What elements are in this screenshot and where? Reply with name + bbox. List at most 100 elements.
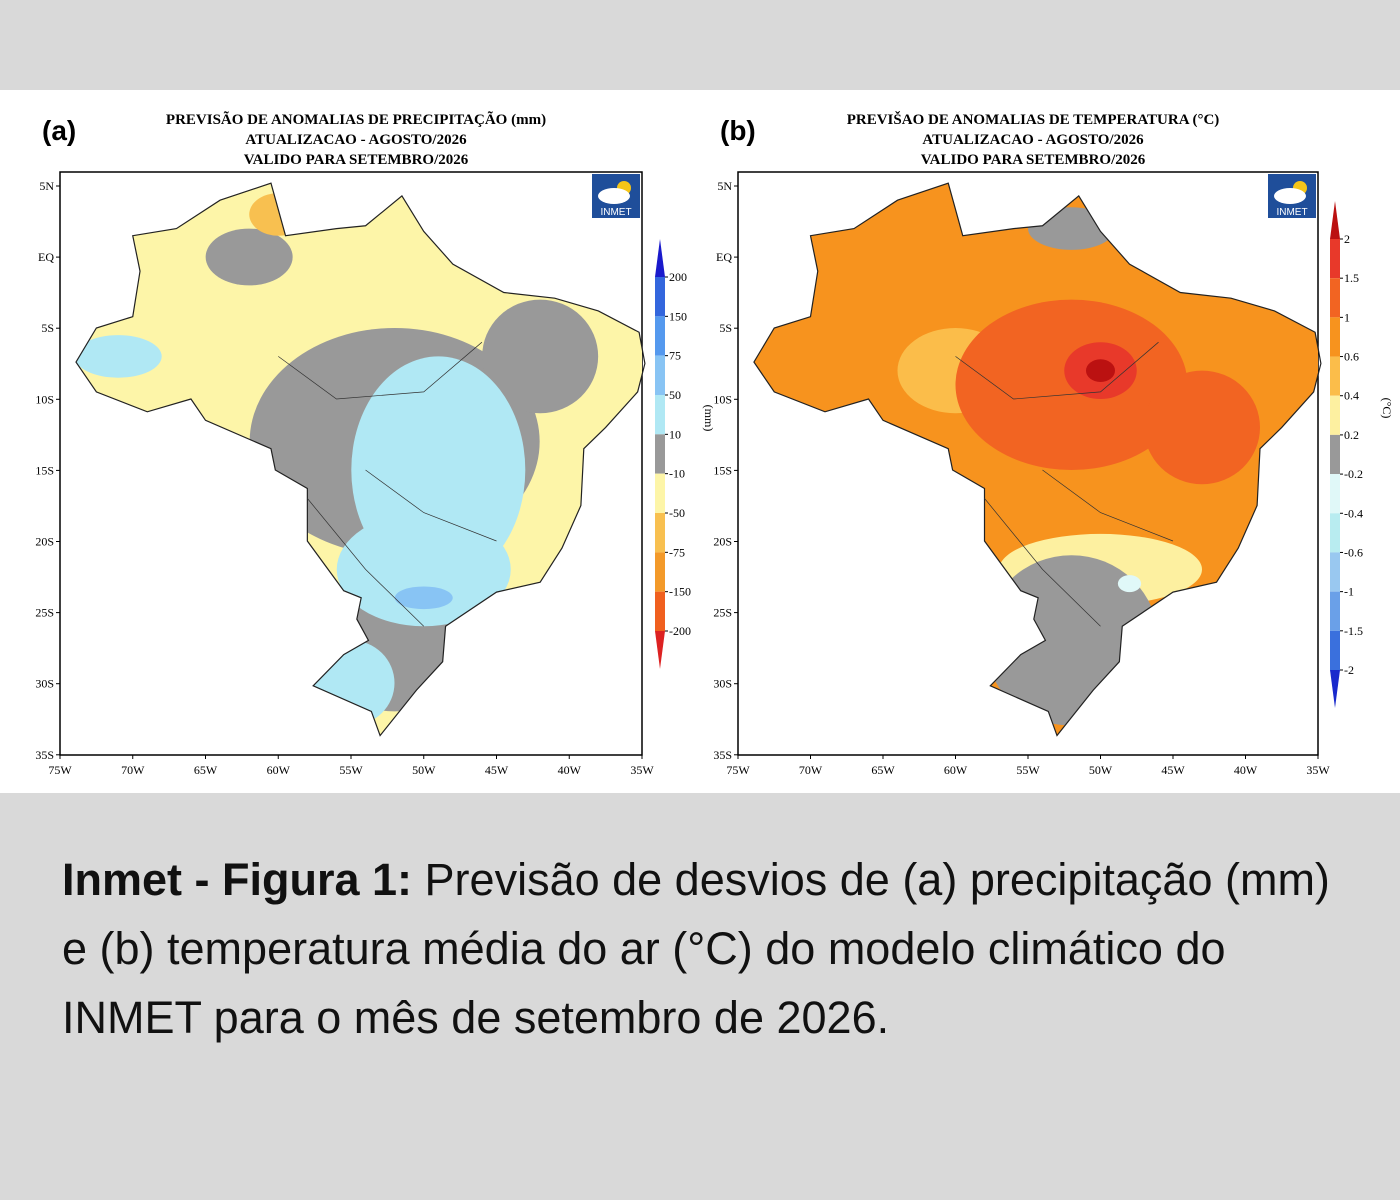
map-title: VALIDO PARA SETEMBRO/2026 — [921, 152, 1146, 168]
state-border — [1042, 469, 1174, 542]
lat-label: EQ — [38, 250, 54, 264]
colorbar-label: 0.2 — [1344, 428, 1359, 442]
logo-cloud — [598, 188, 630, 204]
colorbar-bin — [1330, 474, 1340, 514]
map-title: PREVIŠAO DE ANOMALIAS DE TEMPERATURA (°C… — [847, 111, 1220, 128]
state-border — [278, 341, 483, 400]
colorbar-bin — [1330, 552, 1340, 592]
colorbar-label: -0.4 — [1344, 506, 1363, 520]
colorbar-label: -1.5 — [1344, 624, 1363, 638]
colorbar-bin — [1330, 278, 1340, 318]
colorbar-label: 200 — [669, 270, 687, 284]
lon-label: 75W — [726, 763, 750, 777]
colorbar-label: 0.6 — [1344, 350, 1359, 364]
lat-label: 10S — [35, 392, 54, 406]
country-border — [753, 182, 1322, 737]
colorbar-unit: (°C) — [1380, 398, 1394, 419]
lat-label: 20S — [35, 535, 54, 549]
panel-label: (a) — [42, 115, 76, 146]
lat-label: 5S — [719, 321, 732, 335]
anomaly-area — [76, 335, 162, 378]
map-title: ATUALIZACAO - AGOSTO/2026 — [245, 132, 467, 148]
anomaly-area — [482, 299, 599, 414]
caption-text: Previsão de desvios de (a) precipitação … — [62, 854, 1330, 1043]
colorbar-bin — [655, 316, 665, 356]
lat-label: EQ — [716, 250, 732, 264]
lon-label: 65W — [194, 763, 218, 777]
logo: INMET — [592, 174, 640, 218]
anomaly-area — [394, 586, 453, 610]
state-border — [984, 498, 1101, 627]
lat-label: 25S — [35, 606, 54, 620]
anomaly-area — [1144, 370, 1260, 485]
colorbar-label: -75 — [669, 545, 685, 559]
lon-label: 70W — [799, 763, 823, 777]
colorbar-end — [1330, 201, 1340, 239]
colorbar-unit: (mm) — [702, 405, 716, 432]
lat-label: 35S — [713, 748, 732, 762]
colorbar-label: 50 — [669, 388, 681, 402]
lon-label: 60W — [944, 763, 968, 777]
colorbar-bin — [655, 355, 665, 395]
logo-text: INMET — [1276, 207, 1307, 218]
logo: INMET — [1268, 174, 1316, 218]
anomaly-area — [1117, 575, 1142, 593]
colorbar-bin — [655, 552, 665, 592]
colorbar-bin — [1330, 513, 1340, 553]
colorbar-label: 1.5 — [1344, 271, 1359, 285]
colorbar-label: -10 — [669, 467, 685, 481]
colorbar-bin — [1330, 395, 1340, 435]
lon-label: 75W — [48, 763, 72, 777]
anomaly-area — [205, 228, 293, 286]
colorbar-bin — [655, 434, 665, 474]
lat-label: 30S — [35, 677, 54, 691]
colorbar-bin — [1330, 239, 1340, 279]
lon-label: 40W — [1234, 763, 1258, 777]
state-border — [955, 341, 1159, 400]
lon-label: 55W — [339, 763, 363, 777]
colorbar-bin — [655, 513, 665, 553]
lat-label: 5N — [717, 179, 732, 193]
colorbar-bin — [1330, 434, 1340, 475]
lon-label: 60W — [267, 763, 291, 777]
lon-label: 35W — [630, 763, 654, 777]
colorbar-label: 2 — [1344, 232, 1350, 246]
colorbar-bin — [1330, 591, 1340, 631]
lat-label: 30S — [713, 677, 732, 691]
colorbar-label: -50 — [669, 506, 685, 520]
map-title: PREVISÃO DE ANOMALIAS DE PRECIPITAÇÃO (m… — [166, 110, 546, 128]
caption-bold: Inmet - Figura 1: — [62, 854, 413, 905]
lat-label: 15S — [713, 463, 732, 477]
colorbar-bin — [1330, 356, 1340, 396]
caption: Inmet - Figura 1: Previsão de desvios de… — [62, 845, 1362, 1052]
map-title: ATUALIZACAO - AGOSTO/2026 — [922, 132, 1144, 148]
logo-text: INMET — [600, 207, 631, 218]
colorbar-label: 150 — [669, 309, 687, 323]
maps: (a) PREVISÃO DE ANOMALIAS DE PRECIPITAÇÃO… — [35, 110, 1394, 777]
colorbar-bin — [655, 473, 665, 513]
lat-label: 5N — [39, 179, 54, 193]
colorbar-label: -150 — [669, 585, 691, 599]
colorbar-label: -0.2 — [1344, 467, 1363, 481]
colorbar-label: 1 — [1344, 310, 1350, 324]
colorbar-label: 75 — [669, 349, 681, 363]
map-panel: (b) PREVIŠAO DE ANOMALIAS DE TEMPERATURA … — [713, 111, 1394, 777]
lat-label: 20S — [713, 535, 732, 549]
anomaly-area — [336, 512, 511, 627]
colorbar-end — [655, 239, 665, 277]
colorbar-end — [1330, 670, 1340, 708]
map-panel: (a) PREVISÃO DE ANOMALIAS DE PRECIPITAÇÃO… — [35, 110, 716, 777]
map-title: VALIDO PARA SETEMBRO/2026 — [244, 152, 469, 168]
colorbar-label: -1 — [1344, 585, 1354, 599]
state-border — [365, 469, 497, 542]
lon-label: 55W — [1016, 763, 1040, 777]
colorbar-bin — [1330, 317, 1340, 357]
colorbar-label: -0.6 — [1344, 545, 1363, 559]
lat-label: 25S — [713, 606, 732, 620]
colorbar-bin — [655, 277, 665, 317]
colorbar-bin — [655, 395, 665, 435]
logo-cloud — [1274, 188, 1306, 204]
panel-label: (b) — [720, 115, 756, 146]
lat-label: 5S — [41, 321, 54, 335]
